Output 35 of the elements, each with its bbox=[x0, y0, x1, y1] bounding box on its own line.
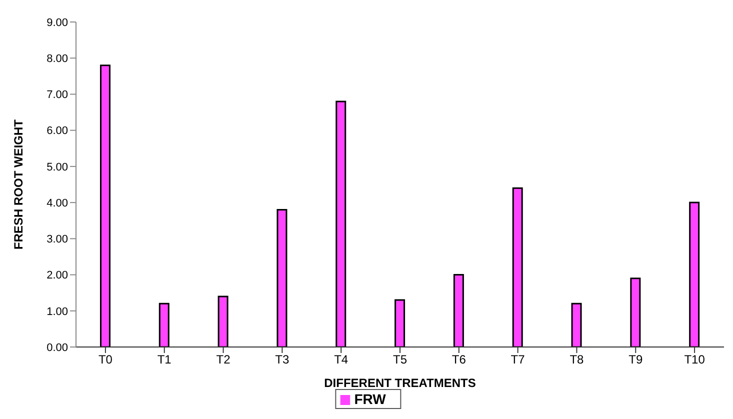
y-tick-label: 2.00 bbox=[46, 270, 68, 282]
y-tick-label: 5.00 bbox=[46, 161, 68, 174]
x-tick-label: T9 bbox=[628, 352, 643, 367]
bar bbox=[336, 100, 346, 347]
bar bbox=[100, 64, 110, 347]
bar bbox=[630, 278, 641, 347]
bar bbox=[453, 274, 464, 347]
y-tick-label: 6.00 bbox=[46, 125, 68, 138]
x-tick-label: T5 bbox=[392, 352, 408, 367]
bar bbox=[276, 209, 288, 347]
x-tick-label: T0 bbox=[98, 352, 113, 367]
y-tick-label: 0.00 bbox=[46, 342, 68, 354]
x-tick-label: T6 bbox=[452, 352, 466, 367]
x-tick-label: T8 bbox=[570, 352, 584, 367]
x-tick-label: T7 bbox=[510, 352, 526, 367]
legend-label: FRW bbox=[354, 391, 386, 407]
bar bbox=[512, 187, 523, 347]
x-tick-label: T1 bbox=[157, 352, 172, 367]
x-tick-label: T4 bbox=[334, 352, 348, 367]
bar bbox=[218, 296, 228, 347]
y-tick-label: 3.00 bbox=[46, 234, 68, 246]
bar bbox=[689, 202, 700, 347]
y-tick-label: 4.00 bbox=[46, 197, 68, 210]
x-axis-title: DIFFERENT TREATMENTS bbox=[324, 376, 476, 390]
y-axis-title: FRESH ROOT WEIGHT bbox=[11, 118, 26, 250]
x-tick-label: T3 bbox=[275, 352, 290, 367]
y-tick-label: 7.00 bbox=[46, 89, 68, 102]
bar bbox=[571, 302, 582, 347]
y-tick-label: 8.00 bbox=[46, 53, 68, 66]
bar bbox=[158, 302, 170, 347]
x-tick-label: T2 bbox=[216, 352, 231, 367]
x-tick-label: T10 bbox=[684, 352, 706, 367]
y-tick-label: 1.00 bbox=[46, 306, 68, 318]
y-tick-label: 9.00 bbox=[46, 16, 68, 29]
bar bbox=[394, 299, 406, 347]
